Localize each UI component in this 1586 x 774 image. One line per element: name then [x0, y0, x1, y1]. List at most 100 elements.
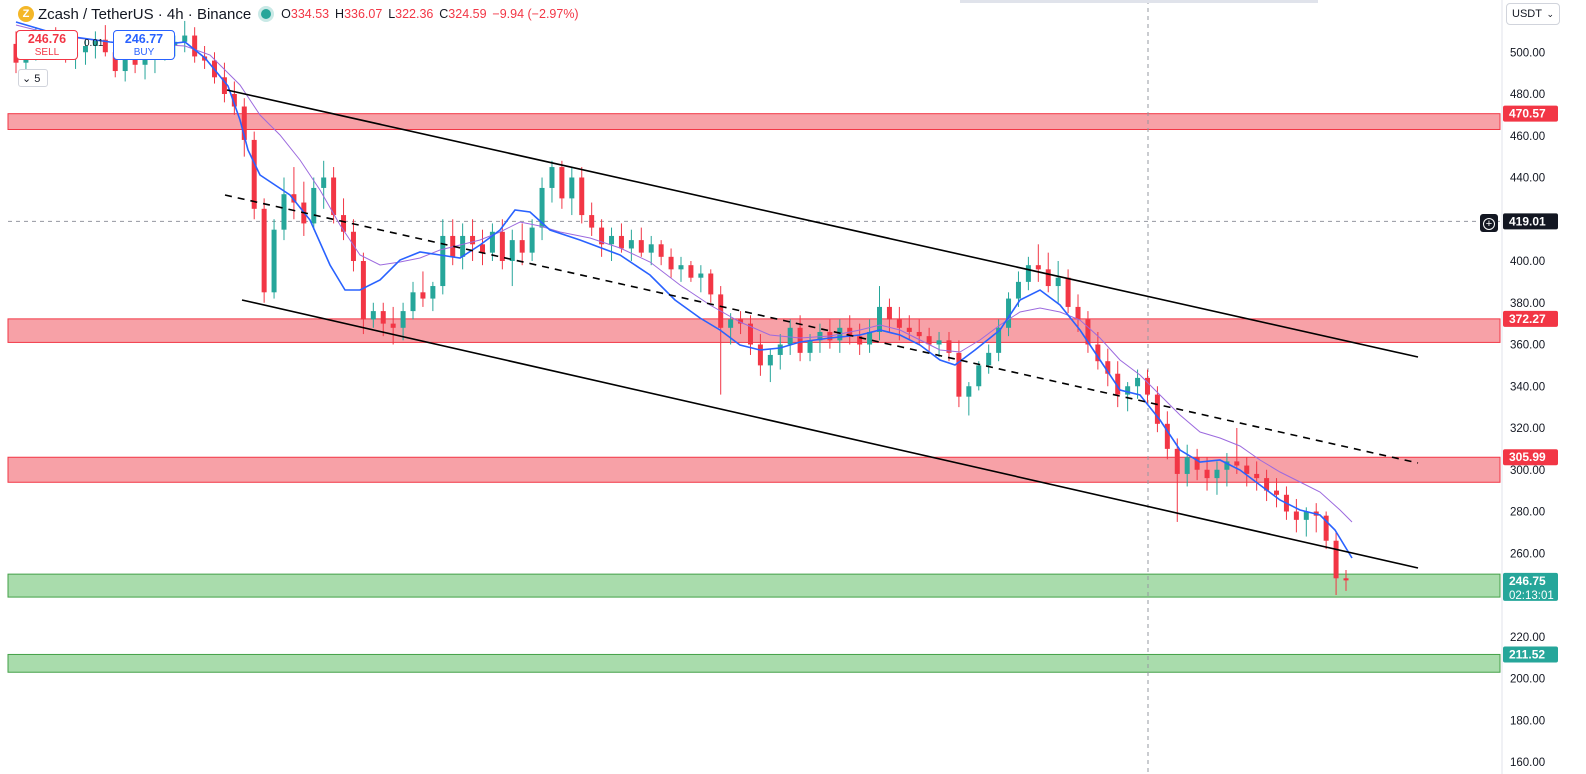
candle-body	[1015, 281, 1021, 299]
candle-body	[906, 327, 912, 332]
candle	[658, 240, 664, 266]
buy-button[interactable]: 246.77 BUY	[113, 30, 175, 60]
candle-body	[1006, 298, 1012, 328]
support-zone	[7, 653, 1501, 673]
candle-body	[1274, 490, 1280, 495]
y-tick-label: 260.00	[1510, 548, 1545, 560]
candle	[311, 177, 317, 230]
candle	[668, 248, 674, 278]
candle-body	[569, 177, 575, 199]
candle-body	[1105, 361, 1111, 374]
candle-body	[479, 244, 485, 253]
candle-body	[728, 319, 734, 328]
candle	[1343, 569, 1349, 591]
candle-body	[609, 235, 615, 245]
price-label-bg	[1503, 310, 1558, 327]
candle-body	[1254, 473, 1260, 479]
price-label: 470.57	[1509, 107, 1546, 121]
candle	[519, 223, 525, 266]
candle-body	[142, 58, 148, 65]
zcash-coin-icon	[18, 6, 34, 22]
y-tick-label: 180.00	[1510, 715, 1545, 727]
candle	[400, 302, 406, 341]
candle	[380, 302, 386, 337]
candle-body	[678, 265, 684, 270]
y-tick-label: 380.00	[1510, 298, 1545, 310]
candle	[1214, 461, 1220, 495]
candle-body	[430, 286, 436, 299]
candle-body	[996, 327, 1002, 353]
candle-body	[767, 354, 773, 366]
candle-body	[321, 177, 327, 188]
candle-body	[1045, 269, 1051, 287]
ohlc-low: L322.36	[388, 7, 434, 21]
candle	[609, 227, 615, 261]
candle	[341, 198, 347, 241]
candle	[182, 20, 188, 53]
candle	[757, 334, 763, 376]
y-tick-label: 280.00	[1510, 507, 1545, 519]
candle-body	[1055, 277, 1061, 287]
y-tick-label: 300.00	[1510, 465, 1545, 477]
candle	[569, 167, 575, 216]
candle	[1264, 469, 1270, 502]
candle-body	[738, 319, 744, 324]
candle-body	[1174, 448, 1180, 474]
candle-body	[1214, 469, 1220, 479]
price-label: 246.75	[1509, 574, 1546, 588]
candle	[638, 227, 644, 257]
currency-select[interactable]: USDT ⌄	[1506, 3, 1560, 25]
candle	[1204, 457, 1210, 491]
candle-body	[1035, 265, 1041, 270]
candle	[410, 281, 416, 320]
quantity-field[interactable]: ⌄ 5	[18, 69, 48, 87]
candle-body	[747, 323, 753, 345]
candle-body	[817, 331, 823, 341]
candle-body	[787, 327, 793, 345]
candle	[728, 313, 734, 345]
candle	[1274, 478, 1280, 508]
spread-value: 0.01	[84, 38, 104, 49]
candle-body	[1303, 511, 1309, 520]
y-tick-label: 200.00	[1510, 674, 1545, 686]
candle-body	[360, 261, 366, 320]
candle	[1085, 311, 1091, 353]
candle	[1105, 348, 1111, 387]
candle	[1254, 461, 1260, 491]
candle	[440, 219, 446, 295]
trendlines[interactable]	[224, 89, 1419, 569]
candle-body	[122, 56, 128, 72]
candle	[450, 219, 456, 266]
candle	[1035, 244, 1041, 282]
candle	[777, 334, 783, 370]
candle	[271, 219, 277, 299]
sell-button[interactable]: 246.76 SELL	[16, 30, 78, 60]
candle	[559, 160, 565, 209]
add-alert-icon[interactable]: +	[1480, 214, 1498, 232]
candle-body	[539, 187, 545, 228]
candle-body	[499, 231, 505, 261]
candle-body	[410, 292, 416, 312]
candle-body	[648, 244, 654, 253]
candle	[1164, 411, 1170, 460]
price-axis[interactable]: 160.00 180.00 200.00 220.00 260.00 280.00 300.…	[1501, 0, 1586, 774]
symbol-title[interactable]: Zcash / TetherUS · 4h · Binance	[38, 5, 252, 23]
candle-body	[102, 39, 108, 53]
candle	[1194, 448, 1200, 481]
candle-body	[460, 235, 466, 257]
resistance-zone	[7, 318, 1501, 343]
candle	[877, 286, 883, 341]
candle	[986, 344, 992, 374]
candle-body	[857, 336, 863, 345]
candle-body	[182, 35, 188, 42]
candle	[1025, 256, 1031, 291]
y-tick-label: 160.00	[1510, 757, 1545, 769]
sell-price: 246.76	[27, 32, 67, 46]
candle-body	[1065, 277, 1071, 307]
candle	[1323, 511, 1329, 550]
top-scrollbar[interactable]	[960, 0, 1318, 3]
candle-body	[291, 194, 297, 203]
candle	[470, 219, 476, 261]
candle-body	[390, 323, 396, 328]
